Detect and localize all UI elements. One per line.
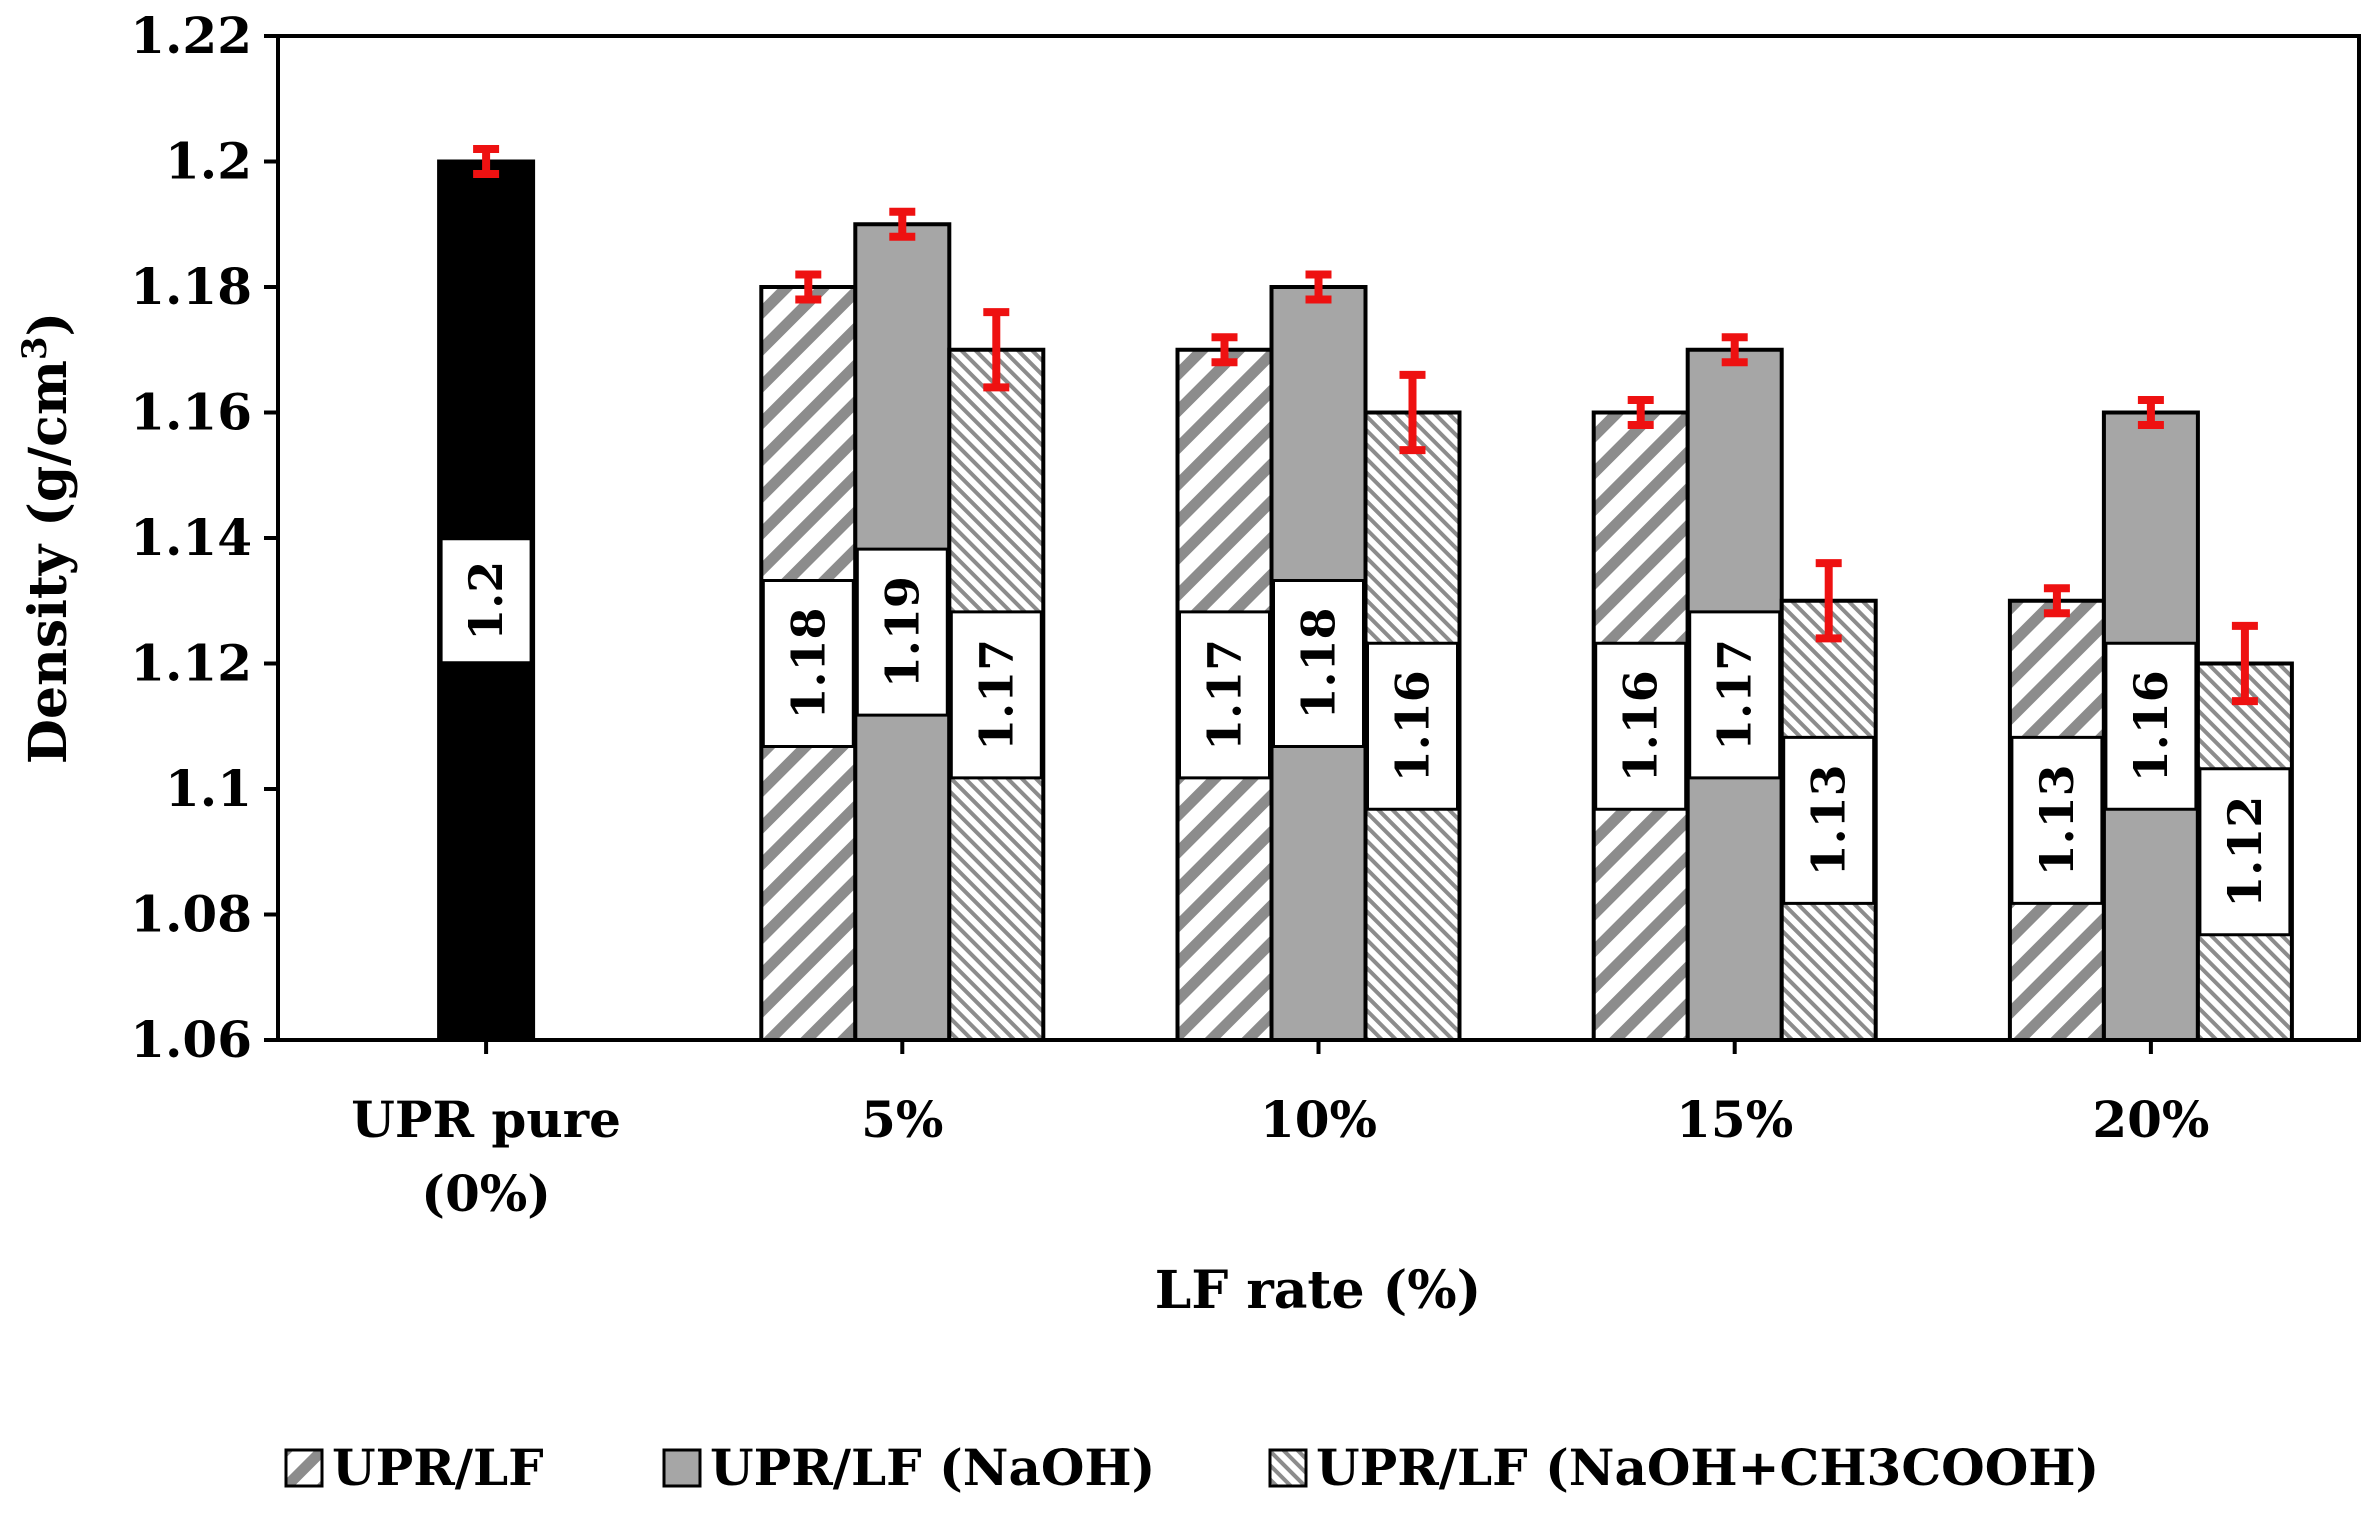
legend: UPR/LF UPR/LF (NaOH) UPR/LF (NaOH+CH3COOH) [284, 1438, 2099, 1497]
data-label-box [1594, 641, 1688, 811]
y-tick-label: 1.2 [165, 132, 252, 191]
data-label-box [1272, 579, 1365, 748]
legend-label: UPR/LF (NaOH+CH3COOH) [1316, 1438, 2099, 1497]
x-tick-label: 5% [861, 1090, 943, 1149]
legend-label: UPR/LF [332, 1438, 544, 1497]
data-label-box [949, 610, 1043, 780]
data-label: 1.16 [2124, 670, 2178, 782]
y-tick-label: 1.12 [130, 634, 252, 693]
y-axis: 1.06 1.08 1.1 1.12 1.14 1.16 1.18 1.2 1.22 [130, 6, 278, 1069]
y-tick-label: 1.16 [130, 383, 252, 442]
x-tick-label: 20% [2092, 1090, 2209, 1149]
data-label: 1.16 [1386, 670, 1440, 782]
y-axis-title: Density (g/cm3) [15, 312, 79, 764]
x-tick-label: UPR pure [351, 1090, 621, 1149]
y-tick-label: 1.14 [130, 508, 252, 567]
data-label: 1.13 [2030, 764, 2084, 876]
x-axis-title: LF rate (%) [1155, 1260, 1482, 1321]
y-tick-label: 1.18 [130, 257, 252, 316]
x-tick-label-line2: (0%) [421, 1164, 551, 1223]
data-label-box [2104, 641, 2198, 811]
y-tick-label: 1.1 [165, 759, 252, 818]
x-tick-label: 10% [1260, 1090, 1377, 1149]
data-label-box [1366, 641, 1459, 811]
data-label: 1.17 [969, 639, 1023, 751]
data-label: 1.17 [1198, 639, 1252, 751]
data-label: 1.19 [875, 576, 929, 688]
data-label-box [855, 547, 949, 717]
y-axis-title-superscript: 3 [15, 336, 55, 360]
data-label: 1.16 [1614, 670, 1668, 782]
data-label-box [2198, 767, 2292, 937]
legend-swatch [1268, 1448, 1308, 1488]
y-tick-label: 1.08 [130, 885, 252, 944]
data-label: 1.18 [781, 607, 835, 719]
data-label: 1.2 [459, 561, 513, 641]
y-axis-title-close: ) [18, 312, 79, 337]
data-label-box [439, 537, 533, 665]
data-label: 1.13 [1802, 764, 1856, 876]
data-label-box [1782, 735, 1876, 905]
y-tick-label: 1.06 [130, 1010, 252, 1069]
data-label-box [1688, 610, 1782, 780]
legend-swatch [284, 1448, 324, 1488]
y-tick-label: 1.22 [130, 6, 252, 65]
x-axis: UPR pure (0%) 5% 10% 15% 20% [351, 1040, 2209, 1223]
data-label-box [761, 579, 855, 748]
error-bars-group [473, 144, 2258, 706]
data-label: 1.18 [1292, 607, 1346, 719]
data-labels-group: 1.2 1.18 1.17 1.16 1.13 1.19 1.18 1.17 1.16 1.17 1… [439, 537, 2292, 937]
data-label-box [2010, 735, 2104, 905]
data-label: 1.12 [2218, 796, 2272, 908]
data-label: 1.17 [1708, 639, 1762, 751]
legend-label: UPR/LF (NaOH) [710, 1438, 1155, 1497]
data-label-box [1178, 610, 1271, 780]
x-tick-label: 15% [1676, 1090, 1793, 1149]
legend-swatch [662, 1448, 702, 1488]
y-axis-title-main: Density (g/cm [18, 360, 79, 764]
